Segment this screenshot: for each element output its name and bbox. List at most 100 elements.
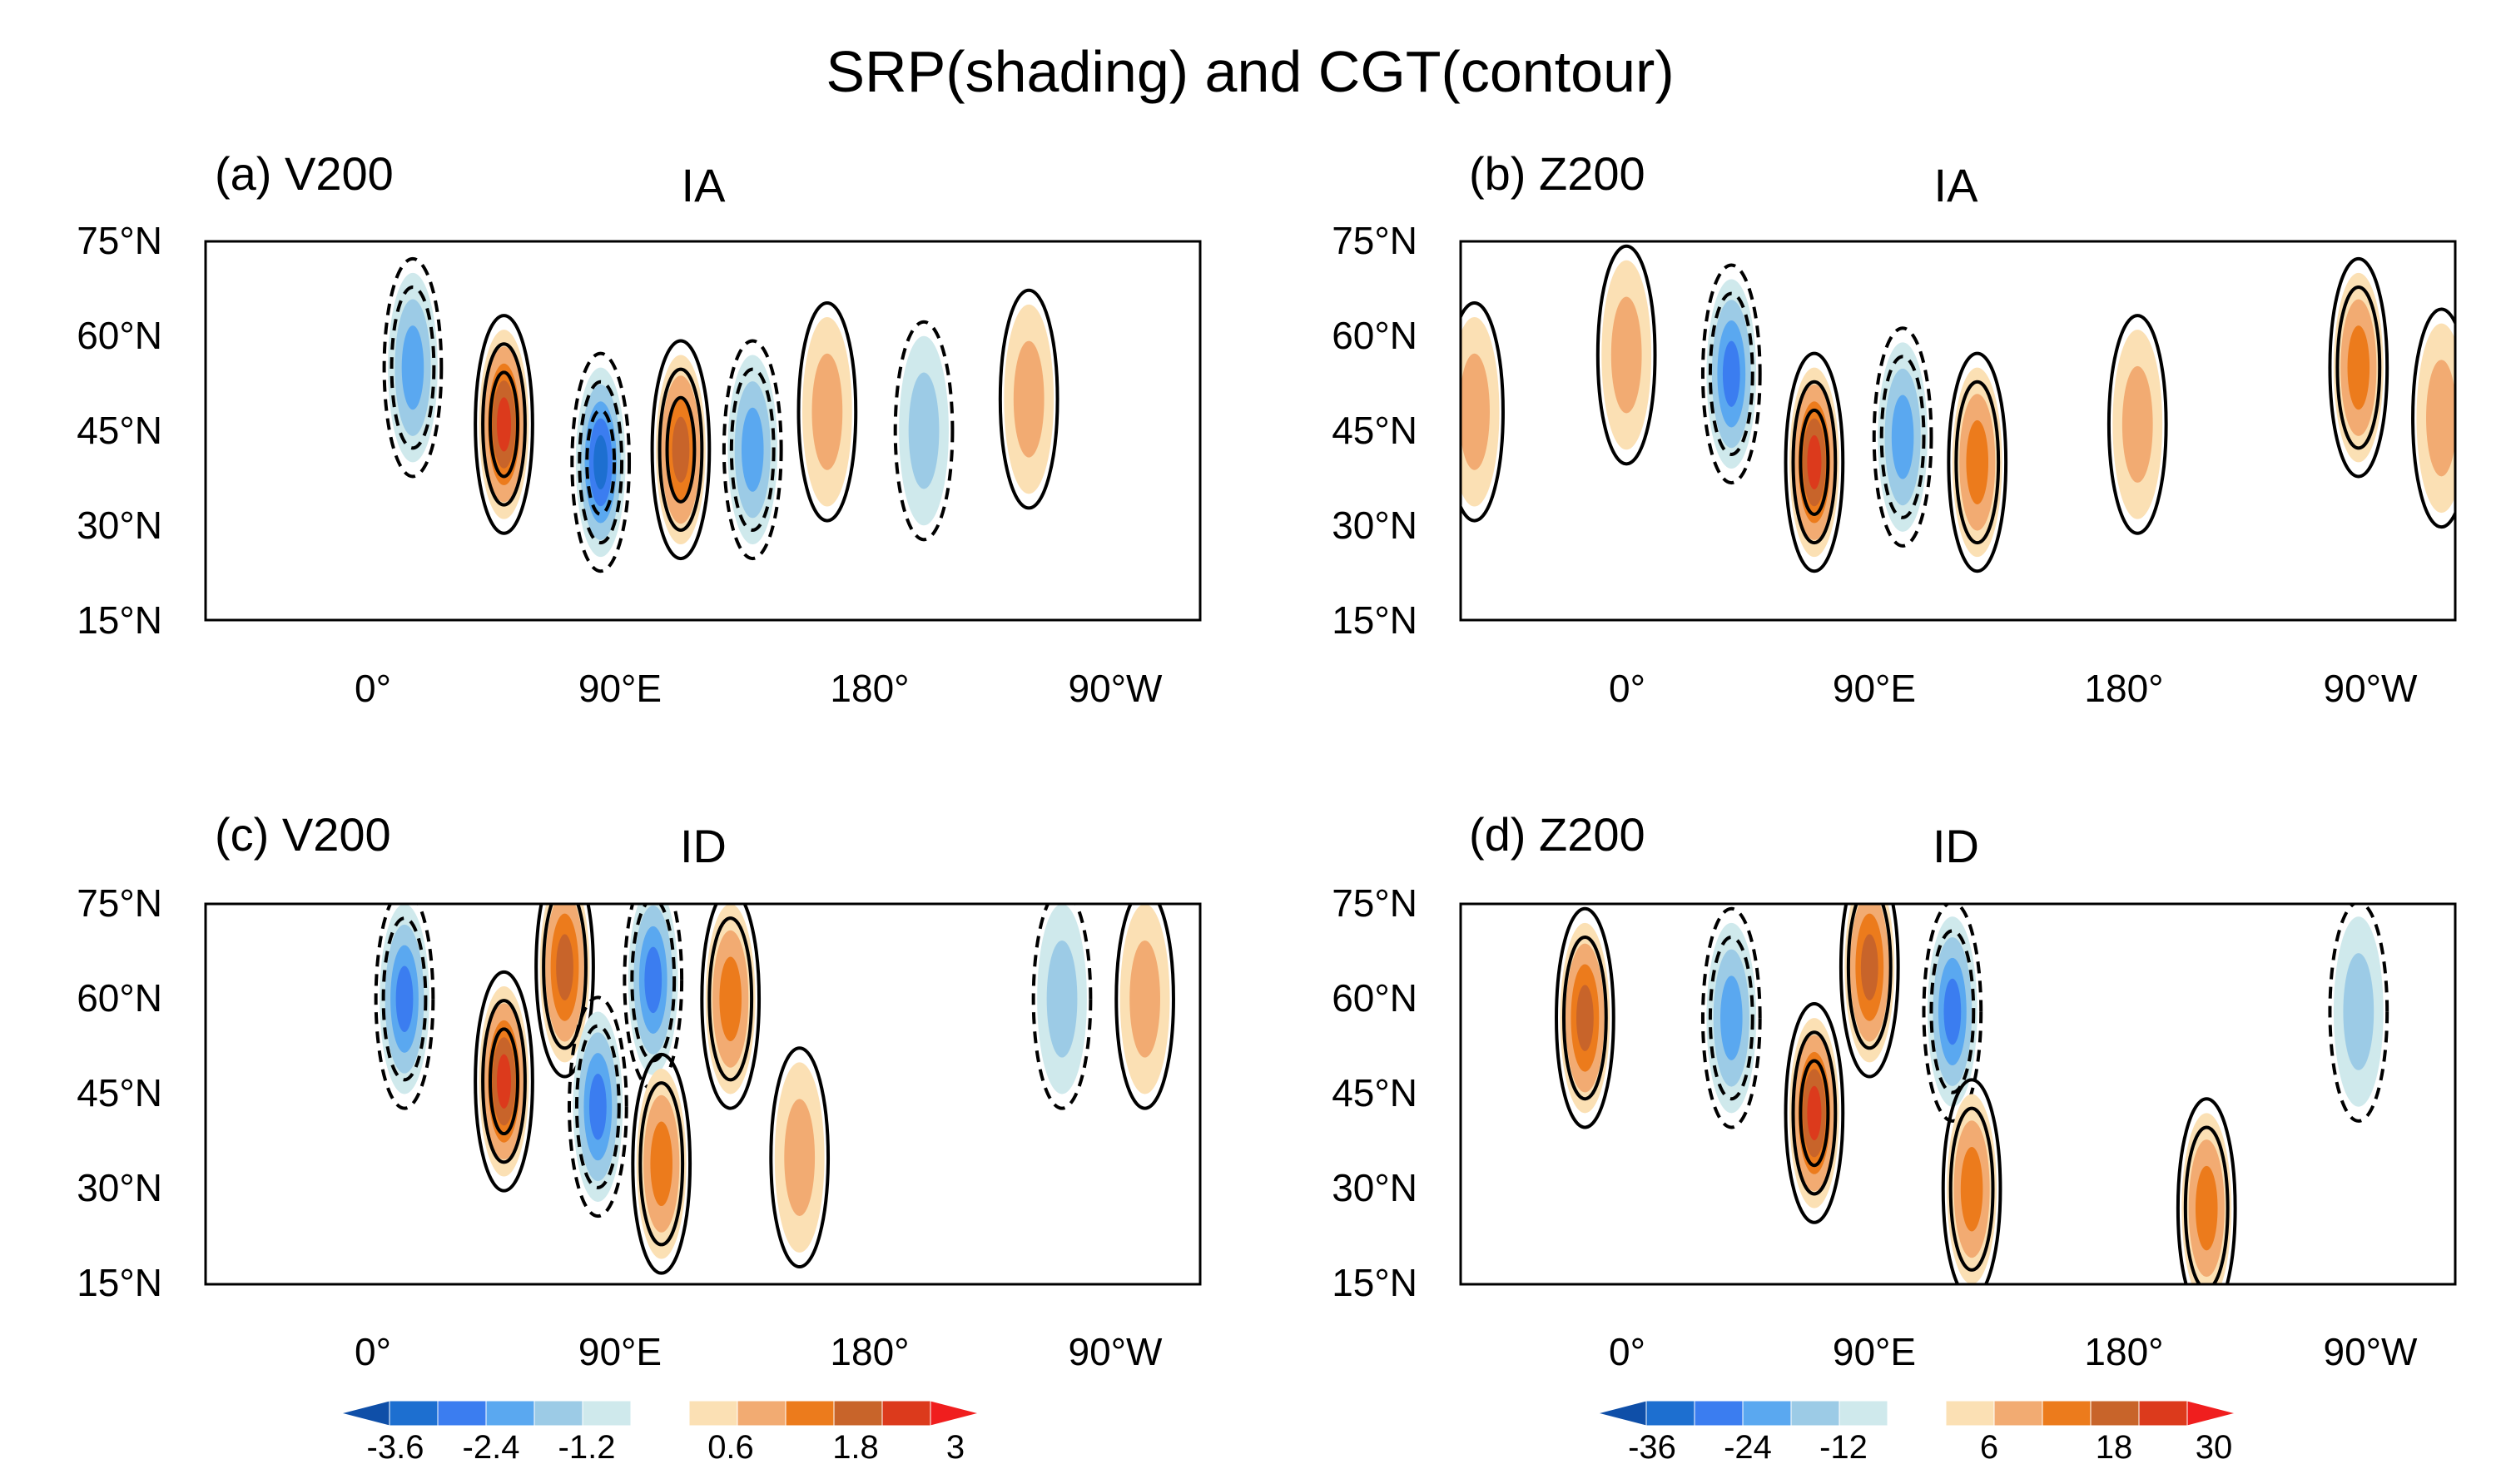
panel-d-lon-90w: 90°W — [2324, 1330, 2419, 1373]
anomaly-positive-contour — [1461, 300, 1505, 523]
anomaly-positive-shade — [1966, 419, 1989, 504]
anomaly-positive-contour — [650, 339, 712, 561]
anomaly-positive-shade — [2426, 360, 2455, 477]
panel-d: (d) Z200 ID 75°N 60°N 45°N 30°N 15°N 0° … — [1332, 808, 2457, 1373]
anomaly-positive-contour — [631, 1052, 692, 1275]
panel-c-lon-180: 180° — [830, 1330, 909, 1373]
anomaly-positive-contour — [1947, 351, 2008, 573]
colorbar-swatch-positive — [1945, 1400, 1995, 1427]
panel-c: (c) V200 ID 75°N 60°N 45°N 30°N 15°N 0° … — [77, 808, 1202, 1373]
panel-a-lat-60: 60°N — [77, 314, 162, 357]
figure-title: SRP(shading) and CGT(contour) — [826, 39, 1674, 104]
anomaly-negative-shade — [1891, 395, 1914, 479]
panel-b-lon-90w: 90°W — [2324, 667, 2419, 710]
panel-b-period: IA — [1934, 159, 1979, 211]
anomaly-positive-contour — [1791, 1030, 1838, 1196]
anomaly-positive-contour — [534, 904, 595, 1079]
colorbar-left-arrow — [1596, 1400, 1647, 1427]
panel-d-lat-45: 45°N — [1332, 1071, 1417, 1114]
panel-c-map — [374, 904, 1175, 1275]
panel-c-period: ID — [680, 820, 727, 872]
colorbar-v200-label-6: 3 — [946, 1429, 965, 1466]
colorbar-swatch-negative — [437, 1400, 487, 1427]
panel-a-lat-15: 15°N — [77, 598, 162, 642]
colorbar-swatch-negative — [1694, 1400, 1744, 1427]
anomaly-positive-contour — [998, 288, 1059, 510]
colorbar-left-arrow — [340, 1400, 390, 1427]
anomaly-positive-shade — [811, 353, 843, 470]
anomaly-positive-shade — [2347, 325, 2370, 410]
colorbar-z200-label-6: 30 — [2196, 1429, 2233, 1466]
anomaly-positive-contour — [1791, 380, 1838, 545]
panel-d-label: (d) Z200 — [1469, 808, 1645, 861]
panel-c-frame — [204, 902, 1202, 1286]
anomaly-positive-contour — [1595, 244, 1657, 466]
colorbar-right-arrow — [930, 1400, 980, 1427]
panel-b-lon-90e: 90°E — [1833, 667, 1916, 710]
panel-b-lon-180: 180° — [2084, 667, 2163, 710]
anomaly-negative-contour — [568, 995, 628, 1218]
panel-d-lat-75: 75°N — [1332, 881, 1417, 925]
anomaly-negative-shade — [644, 946, 662, 1014]
anomaly-negative-contour — [574, 1024, 621, 1189]
anomaly-positive-contour — [1114, 904, 1175, 1110]
anomaly-positive-contour — [1799, 1059, 1830, 1168]
anomaly-positive-shade — [1610, 296, 1642, 414]
anomaly-positive-contour — [1799, 408, 1830, 516]
panel-d-map — [1555, 904, 2389, 1284]
colorbar-v200-label-5: 1.8 — [832, 1429, 879, 1466]
anomaly-positive-shade — [2195, 1165, 2218, 1251]
anomaly-positive-contour — [1784, 1001, 1845, 1224]
anomaly-positive-shade — [2121, 365, 2153, 483]
panel-c-lon-90e: 90°E — [578, 1330, 662, 1373]
anomaly-negative-contour — [722, 339, 783, 561]
anomaly-positive-shade — [1807, 1085, 1822, 1140]
anomaly-negative-shade — [588, 1073, 607, 1140]
colorbar-v200: -3.6 -2.4 -1.2 0.6 1.8 3 — [340, 1400, 980, 1466]
panel-d-lat-60: 60°N — [1332, 976, 1417, 1020]
anomaly-positive-contour — [489, 1027, 519, 1136]
panel-b-lat-15: 15°N — [1332, 598, 1417, 642]
anomaly-negative-shade — [741, 407, 764, 492]
anomaly-positive-shade — [1860, 934, 1878, 1000]
panel-d-lon-90e: 90°E — [1833, 1330, 1916, 1373]
colorbar-swatch-positive — [881, 1400, 931, 1427]
anomaly-positive-shade — [784, 1099, 816, 1216]
anomaly-positive-shade — [1013, 340, 1045, 458]
anomaly-positive-shade — [556, 934, 573, 1000]
panel-b-lat-45: 45°N — [1332, 409, 1417, 452]
anomaly-negative-shade — [908, 372, 940, 489]
anomaly-positive-shade — [719, 956, 742, 1042]
anomaly-positive-contour — [1846, 904, 1893, 1050]
anomaly-positive-shade — [672, 416, 690, 483]
anomaly-negative-contour — [1929, 929, 1976, 1094]
anomaly-positive-contour — [489, 370, 519, 479]
anomaly-negative-shade — [1722, 340, 1740, 407]
panel-c-label: (c) V200 — [215, 808, 391, 861]
anomaly-positive-contour — [474, 314, 534, 535]
anomaly-positive-contour — [638, 1081, 685, 1247]
colorbar-swatch-positive — [2090, 1400, 2140, 1427]
panel-a-lon-90e: 90°E — [578, 667, 662, 710]
anomaly-positive-contour — [1561, 935, 1608, 1101]
colorbar-swatch-negative — [1790, 1400, 1840, 1427]
anomaly-positive-shade — [496, 397, 512, 452]
colorbar-z200-label-2: -24 — [1724, 1429, 1772, 1466]
colorbar-z200-label-3: -12 — [1819, 1429, 1868, 1466]
colorbar-v200-label-4: 0.6 — [707, 1429, 754, 1466]
panel-b-frame — [1459, 240, 2457, 622]
anomaly-positive-contour — [665, 395, 697, 504]
anomaly-negative-shade — [1046, 940, 1078, 1058]
anomaly-negative-shade — [1943, 978, 1962, 1045]
anomaly-negative-shade — [1720, 975, 1743, 1060]
panel-d-lat-30: 30°N — [1332, 1166, 1417, 1209]
anomaly-positive-contour — [707, 916, 754, 1082]
panel-b-label: (b) Z200 — [1469, 147, 1645, 200]
panel-c-lon-0: 0° — [355, 1330, 391, 1373]
anomaly-positive-contour — [1954, 380, 2001, 545]
panel-c-lat-75: 75°N — [77, 881, 162, 925]
anomaly-positive-contour — [481, 342, 527, 507]
anomaly-positive-contour — [542, 904, 588, 1050]
anomaly-negative-contour — [1922, 904, 1983, 1123]
